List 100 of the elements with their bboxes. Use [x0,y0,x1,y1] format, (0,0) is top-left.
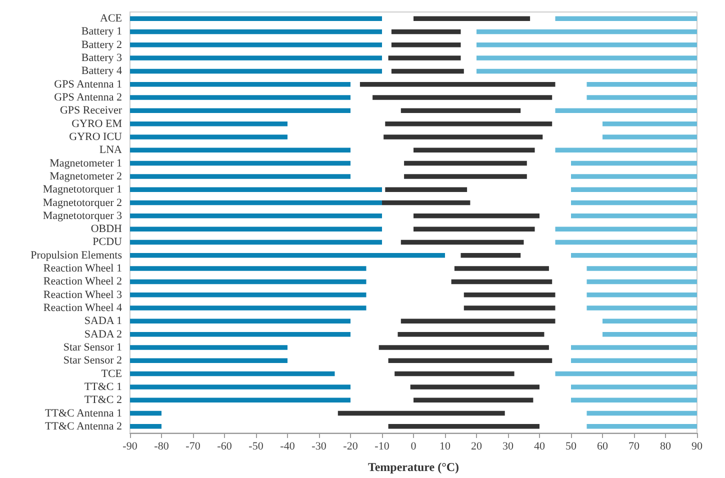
x-tick-label: -30 [312,440,327,452]
bar [360,82,556,87]
y-tick-label: ACE [100,12,122,25]
bar [571,160,697,166]
y-tick-label: TT&C 1 [84,380,122,393]
bar [476,29,697,34]
bar [130,424,162,429]
bar [571,345,697,350]
bar [130,187,382,192]
bar [414,214,540,218]
y-tick-label: Magnetotorquer 1 [42,184,122,196]
bar [338,410,505,416]
bar [130,42,382,48]
bar [460,253,521,258]
bar [388,56,461,60]
bar [130,410,162,416]
bar [388,358,552,364]
bar [414,16,530,21]
bar [586,279,697,284]
bar [586,266,697,271]
bar [130,318,350,324]
y-tick-label: Battery 2 [81,38,122,51]
y-tick-label: Battery 4 [81,65,122,78]
x-tick-label: 40 [534,440,546,452]
y-tick-label: SADA 1 [84,315,122,328]
bar [130,345,288,350]
bar [130,384,350,390]
x-tick-label: -40 [280,440,296,452]
bar [571,187,697,192]
bar [464,292,556,298]
bar [555,226,697,232]
bar [394,371,514,376]
bar [130,95,350,100]
y-tick-label: Reaction Wheel 4 [43,302,122,314]
bar [391,42,461,48]
bar [451,279,552,284]
bar [391,68,464,74]
bar [571,398,697,402]
y-tick-label: Magnetotorquer 2 [42,196,122,209]
y-tick-label: PCDU [92,236,122,248]
y-tick-label: Reaction Wheel 3 [43,288,122,301]
bar [378,345,549,350]
bar [586,306,697,310]
bar [602,318,697,324]
bar [130,68,382,74]
bar [571,214,697,218]
bar [382,200,470,206]
y-tick-label: Battery 3 [81,52,122,64]
bar [414,398,534,402]
y-tick-label: LNA [99,144,122,156]
y-tick-label: GPS Receiver [60,104,122,117]
bar [130,398,350,402]
bar [385,187,468,192]
bar [602,134,697,140]
bar [586,292,697,298]
bar [130,160,350,166]
bar [130,253,445,258]
bar [404,160,527,166]
bar [130,29,382,34]
bar [130,148,350,153]
bar [602,121,697,126]
bar [555,108,697,114]
bar [130,371,335,376]
bar [372,95,552,100]
bar [130,266,366,271]
bar [400,318,556,324]
bar [414,226,535,232]
bar [130,200,382,206]
bar [130,108,350,114]
bar [464,306,556,310]
bar [404,174,527,179]
bar [130,226,382,232]
bar [476,56,697,60]
bar [130,358,288,364]
bar [130,292,366,298]
x-tick-label: -70 [186,440,201,452]
bar [130,240,382,245]
bar [571,358,697,364]
bar [130,306,366,310]
y-tick-label: GYRO EM [72,118,122,130]
x-tick-label: -10 [374,440,390,452]
bar [130,214,382,218]
y-tick-label: GPS Antenna 1 [54,78,122,90]
y-tick-label: GYRO ICU [69,130,122,143]
y-tick-label: Reaction Wheel 2 [43,276,122,288]
y-tick-label: Propulsion Elements [30,249,122,262]
x-tick-label: -50 [248,440,264,452]
bar [414,148,535,153]
bar [571,384,697,390]
bar [398,332,544,337]
bar [130,56,382,60]
y-tick-label: Magnetometer 1 [50,157,122,170]
bar [130,279,366,284]
x-tick-label: 60 [597,440,608,452]
x-tick-label: -60 [217,440,232,452]
bar [586,95,697,100]
y-tick-label: Magnetometer 2 [50,170,122,182]
y-tick-label: Battery 1 [81,26,122,38]
bar [130,82,350,87]
bar [130,134,288,140]
